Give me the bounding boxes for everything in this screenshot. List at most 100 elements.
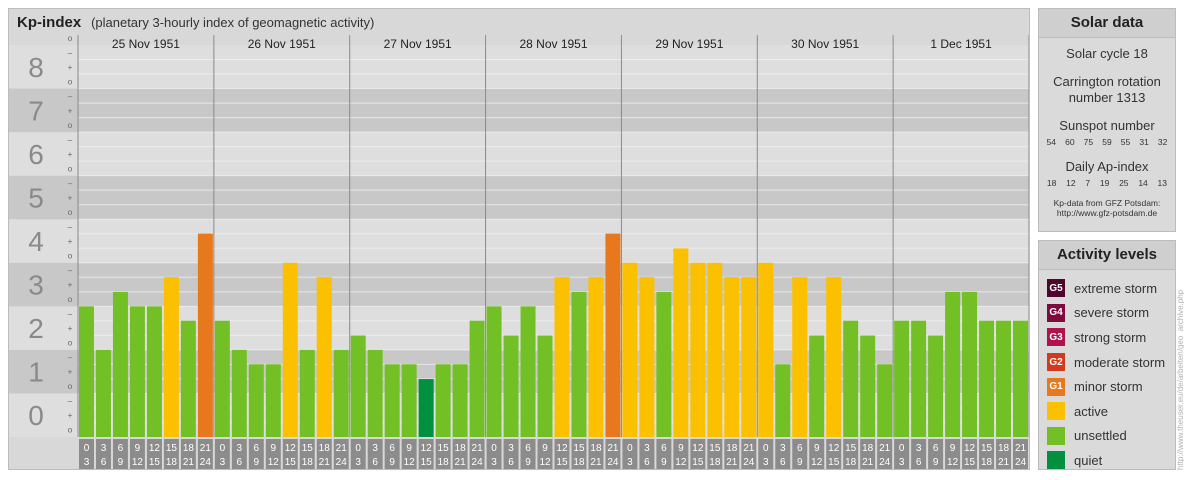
kp-bar: [469, 320, 485, 437]
carrington-line2: number 1313: [1068, 90, 1146, 105]
time-start-label: 0: [491, 443, 497, 454]
y-tick-label: 2: [28, 313, 44, 344]
time-end-label: 12: [811, 457, 823, 468]
legend-label: quiet: [1074, 452, 1103, 468]
time-start-label: 18: [455, 443, 467, 454]
kp-bar: [112, 291, 128, 437]
time-end-label: 24: [879, 457, 891, 468]
credit-link[interactable]: http://www.gfz-potsdam.de: [1056, 208, 1158, 218]
sunspot-values: 54 60 75 59 55 31 32: [1039, 137, 1175, 147]
kp-bar: [486, 306, 502, 437]
time-start-label: 3: [916, 443, 922, 454]
time-label-box: [435, 439, 451, 469]
time-end-label: 18: [845, 457, 857, 468]
y-tick-label: 7: [28, 95, 44, 126]
time-start-label: 15: [709, 443, 721, 454]
time-start-label: 3: [780, 443, 786, 454]
legend-item-active: active: [1039, 399, 1175, 424]
time-end-label: 12: [947, 457, 959, 468]
time-label-box: [299, 439, 315, 469]
time-label-box: [180, 439, 196, 469]
time-start-label: 0: [627, 443, 633, 454]
legend-swatch: G3: [1047, 328, 1065, 347]
kp-bar: [979, 320, 995, 437]
minor-tick-label: –: [68, 310, 73, 319]
time-start-label: 12: [421, 443, 433, 454]
time-end-label: 15: [421, 457, 433, 468]
time-start-label: 15: [438, 443, 450, 454]
time-end-label: 3: [763, 457, 769, 468]
time-start-label: 18: [862, 443, 874, 454]
time-end-label: 9: [389, 457, 395, 468]
sunspot-value: 54: [1046, 137, 1057, 147]
time-label-box: [622, 439, 638, 469]
y-tick-label: 5: [28, 182, 44, 213]
time-start-label: 15: [981, 443, 993, 454]
time-end-label: 18: [709, 457, 721, 468]
time-start-label: 6: [933, 443, 939, 454]
time-label-box: [333, 439, 349, 469]
time-label-box: [95, 439, 111, 469]
time-end-label: 3: [491, 457, 497, 468]
kp-bar: [826, 277, 842, 437]
kp-bar: [452, 364, 468, 437]
legend-swatch: G4: [1047, 303, 1065, 322]
time-start-label: 3: [508, 443, 514, 454]
sunspot-value: 31: [1139, 137, 1149, 147]
time-start-label: 9: [814, 443, 820, 454]
time-start-label: 15: [845, 443, 857, 454]
minor-tick-label: –: [68, 92, 73, 101]
minor-tick-label: o: [68, 77, 73, 86]
time-label-box: [945, 439, 961, 469]
time-start-label: 6: [525, 443, 531, 454]
time-end-label: 9: [254, 457, 260, 468]
time-start-label: 0: [763, 443, 769, 454]
kp-bar: [231, 349, 247, 437]
time-end-label: 21: [319, 457, 331, 468]
levels-legend: G5 extreme storm G4 severe storm G3 stro…: [1039, 270, 1175, 473]
minor-tick-label: +: [68, 150, 73, 159]
kp-bar: [758, 262, 774, 437]
ap-value: 7: [1085, 178, 1091, 188]
legend-label: unsettled: [1074, 428, 1127, 444]
legend-swatch: G1: [1047, 377, 1065, 396]
time-label-box: [962, 439, 978, 469]
time-end-label: 24: [200, 457, 212, 468]
time-label-box: [282, 439, 298, 469]
minor-tick-label: o: [68, 164, 73, 173]
time-start-label: 6: [254, 443, 260, 454]
time-start-label: 3: [372, 443, 378, 454]
data-credit: Kp-data from GFZ Potsdam: http://www.gfz…: [1039, 198, 1175, 218]
time-end-label: 24: [1015, 457, 1027, 468]
legend-item-strong-storm: G3 strong storm: [1039, 325, 1175, 350]
legend-swatch: [1047, 402, 1065, 421]
time-start-label: 15: [166, 443, 178, 454]
time-end-label: 15: [149, 457, 161, 468]
legend-item-moderate-storm: G2 moderate storm: [1039, 350, 1175, 375]
time-end-label: 21: [455, 457, 467, 468]
time-start-label: 0: [220, 443, 226, 454]
time-start-label: 18: [726, 443, 738, 454]
sunspot-value: 55: [1120, 137, 1131, 147]
minor-tick-label: o: [68, 426, 73, 435]
credit-line1: Kp-data from GFZ Potsdam:: [1053, 198, 1161, 208]
minor-tick-label: –: [68, 397, 73, 406]
kp-bar: [996, 320, 1012, 437]
time-label-box: [112, 439, 128, 469]
legend-swatch: [1047, 426, 1065, 445]
minor-tick-label: –: [68, 266, 73, 275]
ap-value: 14: [1138, 178, 1148, 188]
kp-bar: [299, 349, 315, 437]
time-end-label: 6: [780, 457, 786, 468]
legend-item-severe-storm: G4 severe storm: [1039, 301, 1175, 326]
minor-tick-label: +: [68, 106, 73, 115]
kp-bar: [435, 364, 451, 437]
kp-band: [9, 45, 1029, 89]
kp-bar: [911, 320, 927, 437]
minor-tick-label: –: [68, 353, 73, 362]
time-end-label: 9: [118, 457, 124, 468]
ap-value: 13: [1157, 178, 1168, 188]
time-start-label: 12: [149, 443, 161, 454]
kp-bar: [792, 277, 808, 437]
ap-value: 25: [1119, 178, 1129, 188]
